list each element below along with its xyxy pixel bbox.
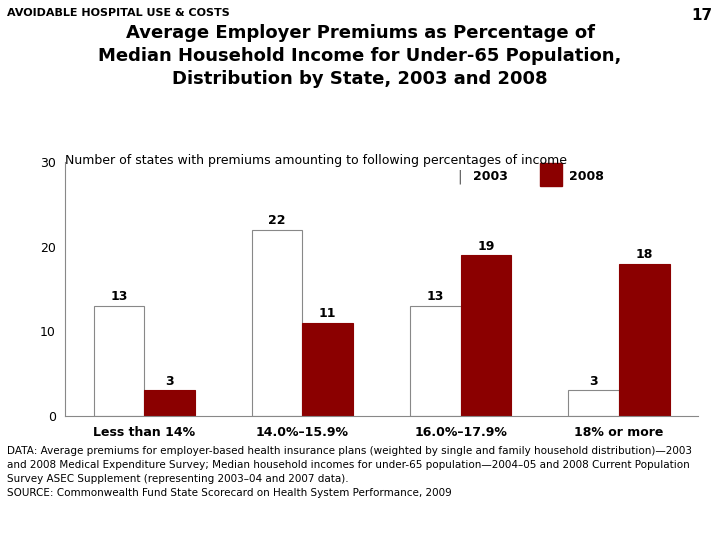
Text: 11: 11	[319, 307, 336, 320]
Text: 19: 19	[477, 240, 495, 253]
Text: |: |	[458, 170, 462, 184]
Bar	[568, 390, 619, 416]
Text: Average Employer Premiums as Percentage of
Median Household Income for Under-65 : Average Employer Premiums as Percentage …	[99, 24, 621, 88]
Text: 2003: 2003	[474, 170, 508, 183]
FancyBboxPatch shape	[540, 163, 562, 186]
Text: 22: 22	[269, 214, 286, 227]
Text: 3: 3	[166, 375, 174, 388]
Bar	[461, 255, 511, 416]
Bar	[94, 306, 144, 416]
Text: 13: 13	[110, 291, 127, 303]
Text: AVOIDABLE HOSPITAL USE & COSTS: AVOIDABLE HOSPITAL USE & COSTS	[7, 8, 230, 18]
Text: 17: 17	[692, 8, 713, 23]
Text: 18: 18	[636, 248, 653, 261]
Bar	[144, 390, 195, 416]
Text: 13: 13	[427, 291, 444, 303]
Bar	[619, 264, 670, 416]
Bar	[302, 323, 353, 416]
Text: 2008: 2008	[569, 170, 603, 183]
Text: 3: 3	[590, 375, 598, 388]
Text: Number of states with premiums amounting to following percentages of income: Number of states with premiums amounting…	[65, 154, 567, 167]
Bar	[252, 230, 302, 416]
Bar	[410, 306, 461, 416]
Text: DATA: Average premiums for employer-based health insurance plans (weighted by si: DATA: Average premiums for employer-base…	[7, 446, 692, 497]
